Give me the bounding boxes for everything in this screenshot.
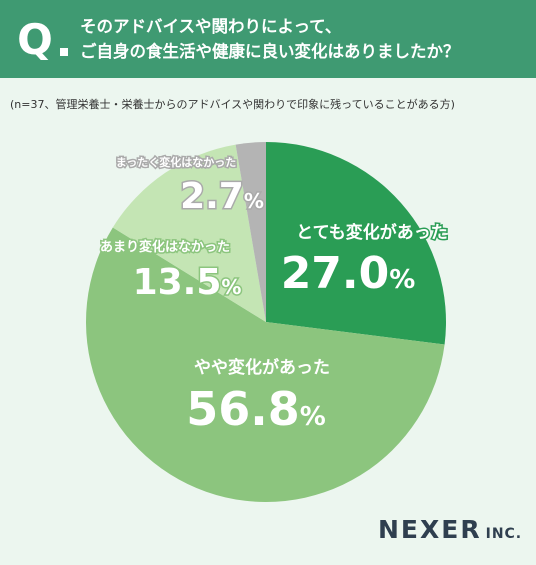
pie-slice-4	[235, 142, 266, 322]
question-line-2: ご自身の食生活や健康に良い変化はありましたか？	[80, 42, 460, 61]
slice-label-4: まったく変化はなかった	[116, 155, 237, 169]
pie-slices	[85, 142, 446, 503]
slice-value-3: 13.5%	[133, 262, 242, 303]
pie-slice-3	[112, 144, 267, 322]
q-badge: Q	[0, 0, 70, 78]
question-text: そのアドバイスや関わりによって、 ご自身の食生活や健康に良い変化はありましたか？	[70, 14, 460, 64]
slice-label-1: とても変化があった	[296, 222, 448, 243]
sample-note: (n=37、管理栄養士・栄養士からのアドバイスや関わりで印象に残っていることがあ…	[10, 98, 455, 111]
pie-labels: とても変化があった 27.0% やや変化があった 56.8% あまり変化はなかった 13.…	[98, 154, 449, 438]
pie-slice-1	[266, 142, 446, 345]
logo-main: NEXER	[378, 515, 482, 544]
slice-value-4: 2.7%	[180, 176, 264, 217]
slice-label-2: やや変化があった	[194, 357, 330, 378]
q-label: Q	[17, 14, 53, 64]
q-dot-icon	[60, 48, 68, 56]
question-header: Q そのアドバイスや関わりによって、 ご自身の食生活や健康に良い変化はありました…	[0, 0, 536, 78]
slice-label-3: あまり変化はなかった	[100, 239, 230, 255]
slice-value-2: 56.8%	[186, 382, 326, 436]
question-line-1: そのアドバイスや関わりによって、	[80, 17, 342, 36]
nexer-logo: NEXER INC.	[378, 515, 522, 544]
pie-slice-2	[85, 227, 445, 503]
slice-value-1: 27.0%	[281, 248, 416, 299]
logo-sub: INC.	[485, 526, 523, 542]
